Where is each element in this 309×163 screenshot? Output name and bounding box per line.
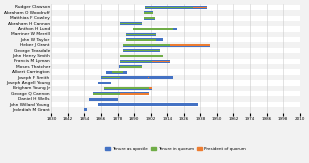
Bar xyxy=(148,77,149,78)
Bar xyxy=(51,102,300,107)
Bar xyxy=(84,109,87,111)
Bar xyxy=(104,88,149,89)
Bar xyxy=(51,43,300,48)
Bar xyxy=(98,82,111,84)
Bar xyxy=(120,23,142,24)
Bar xyxy=(51,5,300,10)
Bar xyxy=(144,12,153,14)
Bar xyxy=(120,60,170,63)
Bar xyxy=(51,26,300,32)
Bar xyxy=(123,49,160,52)
Bar xyxy=(51,32,300,37)
Bar xyxy=(119,65,142,68)
Bar xyxy=(145,6,207,9)
Bar xyxy=(126,34,156,35)
Bar xyxy=(51,96,300,102)
Bar xyxy=(149,88,152,89)
Bar xyxy=(51,64,300,69)
Bar xyxy=(104,87,152,90)
Bar xyxy=(144,17,155,19)
Bar xyxy=(120,60,170,62)
Bar xyxy=(101,76,173,79)
Bar xyxy=(126,39,156,41)
Bar xyxy=(51,86,300,91)
Bar xyxy=(51,91,300,96)
Bar xyxy=(133,28,177,30)
Bar xyxy=(51,59,300,64)
Bar xyxy=(120,22,142,25)
Bar xyxy=(93,92,149,95)
Bar xyxy=(120,66,142,68)
Bar xyxy=(145,7,193,8)
Bar xyxy=(193,7,207,8)
Bar xyxy=(144,11,153,14)
Bar xyxy=(120,93,149,95)
Bar xyxy=(89,98,117,101)
Bar xyxy=(51,80,300,86)
Bar xyxy=(144,17,155,20)
Bar xyxy=(170,44,210,46)
Bar xyxy=(123,50,160,52)
Bar xyxy=(126,38,163,41)
Bar xyxy=(126,33,156,36)
Bar xyxy=(133,28,173,30)
Bar xyxy=(51,15,300,21)
Bar xyxy=(112,71,123,73)
Bar xyxy=(51,53,300,59)
Bar xyxy=(152,60,170,62)
Bar xyxy=(120,54,163,58)
Bar xyxy=(98,103,197,106)
Bar xyxy=(93,93,120,95)
Bar xyxy=(51,75,300,80)
Bar xyxy=(123,44,170,46)
Bar xyxy=(123,44,210,47)
Bar xyxy=(102,77,120,78)
Bar xyxy=(51,21,300,26)
Bar xyxy=(51,69,300,75)
Bar xyxy=(51,37,300,43)
Bar xyxy=(51,10,300,15)
Bar xyxy=(51,107,300,113)
Legend: Tenure as apostle, Tenure in quorum, President of quorum: Tenure as apostle, Tenure in quorum, Pre… xyxy=(104,145,247,153)
Bar xyxy=(120,55,163,57)
Bar xyxy=(51,48,300,53)
Bar xyxy=(107,71,127,74)
